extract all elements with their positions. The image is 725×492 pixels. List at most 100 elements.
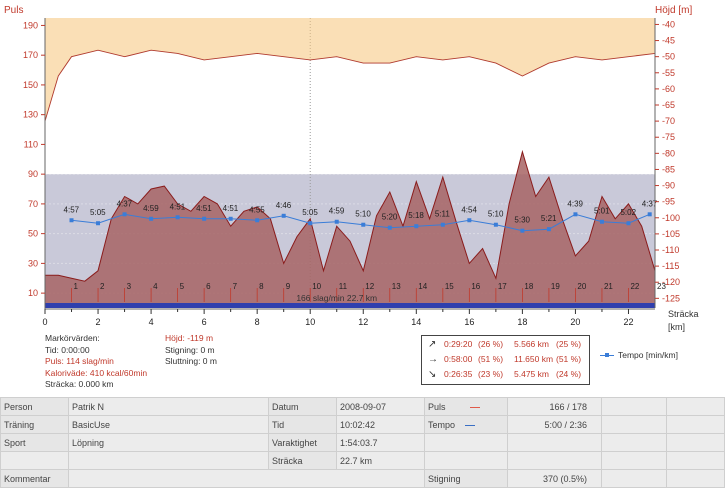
stats-distance: 5.566 km: [514, 339, 549, 349]
climb-value: 370 (0.5%): [507, 469, 602, 488]
distance-value: 22.7 km: [336, 451, 425, 470]
distance-bar: [45, 303, 655, 308]
slope-stats: ↗ 0:29:20 (26 %) 5.566 km (25 %) → 0:58:…: [421, 335, 590, 385]
y2-tick-label: -65: [662, 100, 675, 110]
x-tick-label: 0: [42, 317, 47, 327]
y2-tick-label: -115: [662, 261, 679, 271]
pace-point: [520, 228, 525, 233]
pace-point: [228, 216, 233, 221]
y-tick-label: 10: [28, 288, 38, 298]
km-marker-label: 15: [445, 282, 454, 291]
stats-time-pct: (51 %): [478, 354, 504, 364]
stats-distance: 5.475 km: [514, 369, 549, 379]
date-value: 2008-09-07: [336, 397, 425, 416]
pace-label: 4:54: [461, 205, 477, 214]
time-value: 10:02:42: [336, 415, 425, 434]
date-label: Datum: [268, 397, 337, 416]
empty-cell: [601, 451, 667, 470]
pace-label: 4:59: [329, 207, 345, 216]
comment-label: Kommentar: [0, 469, 69, 488]
stats-time: 0:58:00: [444, 354, 473, 364]
pace-point: [149, 216, 154, 221]
pace-point: [255, 218, 260, 223]
km-marker-label: 2: [100, 282, 105, 291]
empty-cell: [601, 415, 667, 434]
marker-descent: Sluttning: 0 m: [165, 356, 217, 367]
climb-label: Stigning: [424, 469, 508, 488]
tempo-label-text: Tempo: [428, 419, 456, 430]
stats-time-pct: (23 %): [478, 369, 504, 379]
altitude-line: [44, 49, 656, 122]
pace-label: 5:02: [620, 208, 636, 217]
pace-point: [175, 215, 180, 220]
person-value: Patrik N: [68, 397, 269, 416]
km-marker-label: 19: [551, 282, 560, 291]
y2-tick-label: -110: [662, 245, 679, 255]
y2-tick-label: -45: [662, 36, 675, 46]
empty-cell: [601, 469, 667, 488]
km-marker-label: 4: [153, 282, 158, 291]
km-marker-label: 12: [365, 282, 374, 291]
pace-point: [546, 227, 551, 232]
marker-time: Tid: 0:00:00: [45, 344, 90, 355]
comment-value: [68, 469, 425, 488]
pace-point: [281, 213, 286, 218]
right-axis-title: Höjd [m]: [655, 5, 693, 16]
pace-series: 4:57 5:05 4:37 4:59 4:51 4:51 4:51 4:55 4:46 5:05…: [64, 199, 658, 233]
stats-row-uphill: ↗ 0:29:20 (26 %) 5.566 km (25 %): [422, 337, 589, 352]
marker-climb: Stigning: 0 m: [165, 344, 215, 355]
tempo-legend-label: Tempo [min/km]: [618, 350, 678, 360]
empty-cell: [666, 397, 725, 416]
y-tick-label: 130: [23, 110, 38, 120]
x-tick-label: 22: [623, 317, 633, 327]
x-tick-label: 18: [517, 317, 527, 327]
pace-label: 5:05: [302, 208, 318, 217]
stats-distance: 11.650 km: [514, 354, 554, 364]
pulse-label: Puls: [424, 397, 508, 416]
pace-point: [334, 219, 339, 224]
marker-height-values: Höjd: -119 m Stigning: 0 m Sluttning: 0 …: [165, 333, 265, 368]
km-marker-label: 16: [471, 282, 480, 291]
y-tick-label: 70: [28, 199, 38, 209]
heart-rate-chart: Maximal träningHård träningMedelintensiv…: [23, 18, 680, 327]
pace-point: [467, 218, 472, 223]
pace-label: 4:57: [64, 205, 80, 214]
pace-label: 4:51: [170, 202, 186, 211]
marker-pulse: Puls: 114 slag/min: [45, 356, 114, 367]
km-marker-label: 7: [233, 282, 238, 291]
pace-point: [414, 224, 419, 229]
pace-point: [599, 219, 604, 224]
pulse-value: 166 / 178: [507, 397, 602, 416]
y2-tick-label: -85: [662, 164, 675, 174]
uphill-arrow-icon: ↗: [428, 339, 437, 350]
legend: Tempo [min/km]: [600, 350, 678, 360]
altitude-area: [45, 18, 655, 122]
sport-value: Löpning: [68, 433, 269, 452]
empty-cell: [666, 451, 725, 470]
training-value: BasicUse: [68, 415, 269, 434]
duration-label: Varaktighet: [268, 433, 337, 452]
km-marker-label: 14: [418, 282, 427, 291]
pace-label: 4:51: [196, 204, 212, 213]
pace-label: 4:51: [223, 204, 239, 213]
pace-label: 5:10: [355, 210, 371, 219]
marker-distance: Sträcka: 0.000 km: [45, 379, 114, 390]
x-tick-label: 6: [202, 317, 207, 327]
x-tick-label: 20: [570, 317, 580, 327]
table-row: Kommentar Stigning 370 (0.5%): [0, 469, 725, 488]
person-label: Person: [0, 397, 69, 416]
stats-time: 0:26:35: [444, 369, 473, 379]
pace-label: 4:39: [567, 199, 583, 208]
y2-tick-label: -80: [662, 148, 675, 158]
y2-tick-label: -75: [662, 132, 675, 142]
pace-point: [387, 225, 392, 230]
y2-tick-label: -60: [662, 84, 675, 94]
marker-title: Markörvärden:: [45, 333, 100, 343]
pulse-dash: [469, 406, 480, 408]
y2-tick-label: -70: [662, 116, 675, 126]
pace-point: [361, 222, 366, 227]
stats-distance-pct: (24 %): [556, 369, 582, 379]
y-tick-label: 190: [23, 20, 38, 30]
heart-rate-series: [45, 149, 656, 308]
pulse-label-text: Puls: [428, 401, 446, 412]
